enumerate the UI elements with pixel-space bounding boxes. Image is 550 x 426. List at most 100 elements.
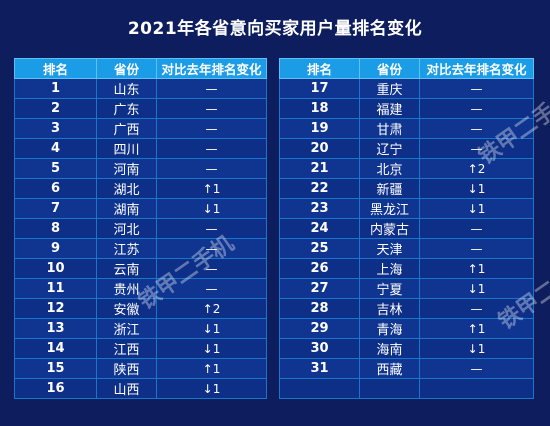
change-cell: ↑1 xyxy=(156,358,267,379)
province-cell: 甘肃 xyxy=(359,118,420,140)
rank-cell: 8 xyxy=(14,218,97,239)
table-row: 12 安徽 ↑2 xyxy=(14,298,267,319)
ranking-table-left: 排名 省份 对比去年排名变化 1 山东 —2 广东 —3 广西 —4 四川 —5 河南 —6 湖北 ↑1… xyxy=(14,58,267,399)
table-row: 28 吉林 — xyxy=(279,298,534,320)
header-province: 省份 xyxy=(359,58,420,79)
province-cell: 陕西 xyxy=(96,358,157,379)
tables-container: 排名 省份 对比去年排名变化 1 山东 —2 广东 —3 广西 —4 四川 —5 河南 —6 湖北 ↑1… xyxy=(14,58,534,399)
table-row: 31 西藏 — xyxy=(279,358,534,380)
change-cell: — xyxy=(419,118,534,140)
province-cell: 四川 xyxy=(96,138,157,159)
rank-cell: 4 xyxy=(14,138,97,159)
change-cell: ↑2 xyxy=(156,298,267,319)
rank-cell: 17 xyxy=(279,77,360,100)
rank-cell: 11 xyxy=(14,278,97,299)
province-cell xyxy=(359,378,420,399)
table-row: 29 青海 ↑1 xyxy=(279,318,534,340)
rank-cell: 5 xyxy=(14,158,97,179)
change-cell: ↓1 xyxy=(156,318,267,339)
change-cell: — xyxy=(419,238,534,260)
province-cell: 浙江 xyxy=(96,318,157,339)
change-cell: ↑1 xyxy=(156,178,267,199)
rank-cell: 21 xyxy=(279,158,360,180)
change-cell: ↓1 xyxy=(156,338,267,359)
rank-cell: 23 xyxy=(279,198,360,220)
change-cell: — xyxy=(156,278,267,299)
table-row: 17 重庆 — xyxy=(279,77,534,100)
table-row: 6 湖北 ↑1 xyxy=(14,178,267,199)
table-row: 4 四川 — xyxy=(14,138,267,159)
header-row: 排名 省份 对比去年排名变化 xyxy=(14,58,267,79)
change-cell: ↑1 xyxy=(419,318,534,340)
table-row: 23 黑龙江 ↓1 xyxy=(279,198,534,220)
rank-cell: 9 xyxy=(14,238,97,259)
rank-cell: 15 xyxy=(14,358,97,379)
change-cell: ↓1 xyxy=(419,198,534,220)
rank-cell: 7 xyxy=(14,198,97,219)
rank-cell: 27 xyxy=(279,278,360,300)
rank-cell: 30 xyxy=(279,338,360,360)
table-row: 9 江苏 — xyxy=(14,238,267,259)
change-cell: — xyxy=(419,138,534,160)
table-row: 30 海南 ↓1 xyxy=(279,338,534,360)
province-cell: 内蒙古 xyxy=(359,218,420,240)
rank-cell: 2 xyxy=(14,98,97,119)
province-cell: 天津 xyxy=(359,238,420,260)
province-cell: 西藏 xyxy=(359,358,420,380)
change-cell: — xyxy=(156,218,267,239)
header-row: 排名 省份 对比去年排名变化 xyxy=(279,58,534,79)
change-cell: — xyxy=(156,118,267,139)
province-cell: 河南 xyxy=(96,158,157,179)
change-cell: — xyxy=(419,358,534,380)
change-cell: ↓1 xyxy=(156,198,267,219)
province-cell: 湖南 xyxy=(96,198,157,219)
table-row: 11 贵州 — xyxy=(14,278,267,299)
change-cell: — xyxy=(156,78,267,99)
table-body-right: 17 重庆 —18 福建 —19 甘肃 —20 辽宁 —21 北京 ↑2 22 新疆 ↓1 23 黑龙江 ↓1 2… xyxy=(279,77,534,399)
table-row: 14 江西 ↓1 xyxy=(14,338,267,359)
province-cell: 云南 xyxy=(96,258,157,279)
header-change: 对比去年排名变化 xyxy=(419,58,534,79)
province-cell: 贵州 xyxy=(96,278,157,299)
rank-cell: 18 xyxy=(279,98,360,120)
change-cell: ↓1 xyxy=(419,278,534,300)
province-cell: 吉林 xyxy=(359,298,420,320)
rank-cell: 19 xyxy=(279,118,360,140)
table-row: 3 广西 — xyxy=(14,118,267,139)
table-row: 8 河北 — xyxy=(14,218,267,239)
province-cell: 安徽 xyxy=(96,298,157,319)
rank-cell: 26 xyxy=(279,258,360,280)
table-row: 5 河南 — xyxy=(14,158,267,179)
province-cell: 海南 xyxy=(359,338,420,360)
change-cell: ↓1 xyxy=(156,378,267,399)
province-cell: 辽宁 xyxy=(359,138,420,160)
table-row xyxy=(279,378,534,399)
change-cell: — xyxy=(419,77,534,100)
rank-cell: 10 xyxy=(14,258,97,279)
change-cell: ↑2 xyxy=(419,158,534,180)
rank-cell: 1 xyxy=(14,78,97,99)
change-cell: — xyxy=(156,238,267,259)
rank-cell xyxy=(279,378,360,399)
province-cell: 北京 xyxy=(359,158,420,180)
table-row: 2 广东 — xyxy=(14,98,267,119)
rank-cell: 25 xyxy=(279,238,360,260)
chart-title: 2021年各省意向买家用户量排名变化 xyxy=(127,18,423,39)
change-cell: ↓1 xyxy=(419,178,534,200)
province-cell: 山西 xyxy=(96,378,157,399)
header-rank: 排名 xyxy=(279,58,360,79)
rank-cell: 22 xyxy=(279,178,360,200)
rank-cell: 12 xyxy=(14,298,97,319)
rank-cell: 31 xyxy=(279,358,360,380)
table-row: 10 云南 — xyxy=(14,258,267,279)
table-row: 15 陕西 ↑1 xyxy=(14,358,267,379)
province-cell: 福建 xyxy=(359,98,420,120)
table-row: 19 甘肃 — xyxy=(279,118,534,140)
province-cell: 重庆 xyxy=(359,77,420,100)
rank-cell: 3 xyxy=(14,118,97,139)
province-cell: 宁夏 xyxy=(359,278,420,300)
province-cell: 湖北 xyxy=(96,178,157,199)
change-cell: — xyxy=(156,138,267,159)
province-cell: 江苏 xyxy=(96,238,157,259)
table-row: 25 天津 — xyxy=(279,238,534,260)
